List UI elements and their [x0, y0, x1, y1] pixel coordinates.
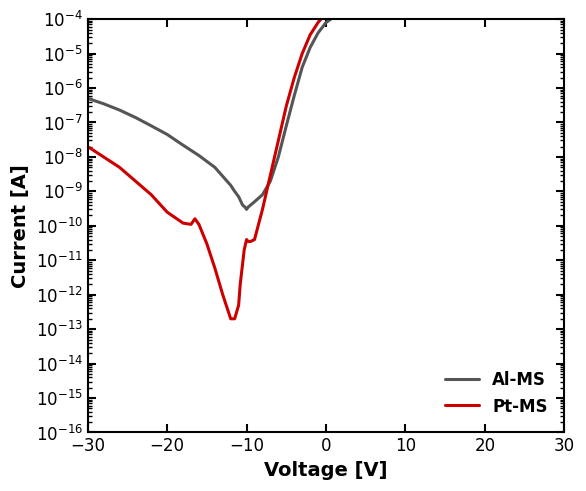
Pt-MS — [84, 143, 91, 149]
Al-MS — [231, 189, 238, 194]
Pt-MS — [306, 32, 314, 38]
Pt-MS — [338, 1, 345, 7]
Pt-MS — [219, 292, 226, 298]
Pt-MS — [235, 302, 242, 308]
Pt-MS — [163, 209, 171, 215]
X-axis label: Voltage [V]: Voltage [V] — [264, 461, 388, 480]
Al-MS — [179, 142, 186, 148]
Al-MS — [163, 132, 171, 137]
Al-MS — [355, 2, 362, 8]
Pt-MS — [243, 237, 250, 243]
Al-MS — [386, 0, 393, 2]
Al-MS — [259, 192, 266, 198]
Pt-MS — [275, 137, 282, 143]
Pt-MS — [195, 221, 202, 227]
Pt-MS — [291, 75, 298, 81]
Pt-MS — [244, 239, 251, 245]
Al-MS — [322, 20, 329, 26]
Pt-MS — [179, 220, 186, 226]
Line: Al-MS: Al-MS — [88, 0, 564, 209]
Pt-MS — [283, 103, 290, 109]
Al-MS — [100, 101, 107, 107]
Al-MS — [338, 8, 345, 14]
Pt-MS — [259, 206, 266, 212]
Pt-MS — [267, 172, 274, 178]
Al-MS — [306, 45, 314, 51]
Y-axis label: Current [A]: Current [A] — [11, 164, 30, 288]
Al-MS — [299, 64, 306, 70]
Pt-MS — [237, 281, 244, 287]
Pt-MS — [100, 154, 107, 160]
Al-MS — [247, 202, 254, 208]
Pt-MS — [247, 239, 254, 245]
Pt-MS — [192, 216, 199, 222]
Al-MS — [239, 202, 246, 208]
Al-MS — [195, 153, 202, 159]
Al-MS — [132, 114, 139, 120]
Al-MS — [291, 93, 298, 99]
Pt-MS — [148, 192, 155, 198]
Pt-MS — [241, 247, 248, 253]
Pt-MS — [299, 51, 306, 56]
Pt-MS — [315, 20, 322, 26]
Al-MS — [283, 123, 290, 129]
Pt-MS — [231, 316, 238, 322]
Al-MS — [251, 199, 258, 205]
Al-MS — [84, 95, 91, 101]
Pt-MS — [212, 265, 219, 271]
Al-MS — [235, 194, 242, 200]
Al-MS — [267, 178, 274, 184]
Pt-MS — [355, 0, 362, 2]
Pt-MS — [132, 178, 139, 184]
Al-MS — [370, 0, 377, 5]
Pt-MS — [188, 221, 195, 227]
Pt-MS — [331, 4, 338, 10]
Al-MS — [148, 123, 155, 129]
Pt-MS — [116, 164, 123, 170]
Legend: Al-MS, Pt-MS: Al-MS, Pt-MS — [437, 363, 556, 424]
Al-MS — [275, 154, 282, 160]
Al-MS — [244, 204, 251, 210]
Al-MS — [315, 30, 322, 36]
Al-MS — [212, 164, 219, 170]
Pt-MS — [251, 237, 258, 243]
Al-MS — [243, 206, 250, 212]
Pt-MS — [322, 10, 329, 16]
Pt-MS — [239, 261, 246, 267]
Al-MS — [116, 107, 123, 113]
Line: Pt-MS: Pt-MS — [88, 0, 564, 319]
Pt-MS — [203, 241, 210, 247]
Pt-MS — [227, 316, 234, 322]
Al-MS — [227, 182, 234, 188]
Al-MS — [241, 204, 248, 210]
